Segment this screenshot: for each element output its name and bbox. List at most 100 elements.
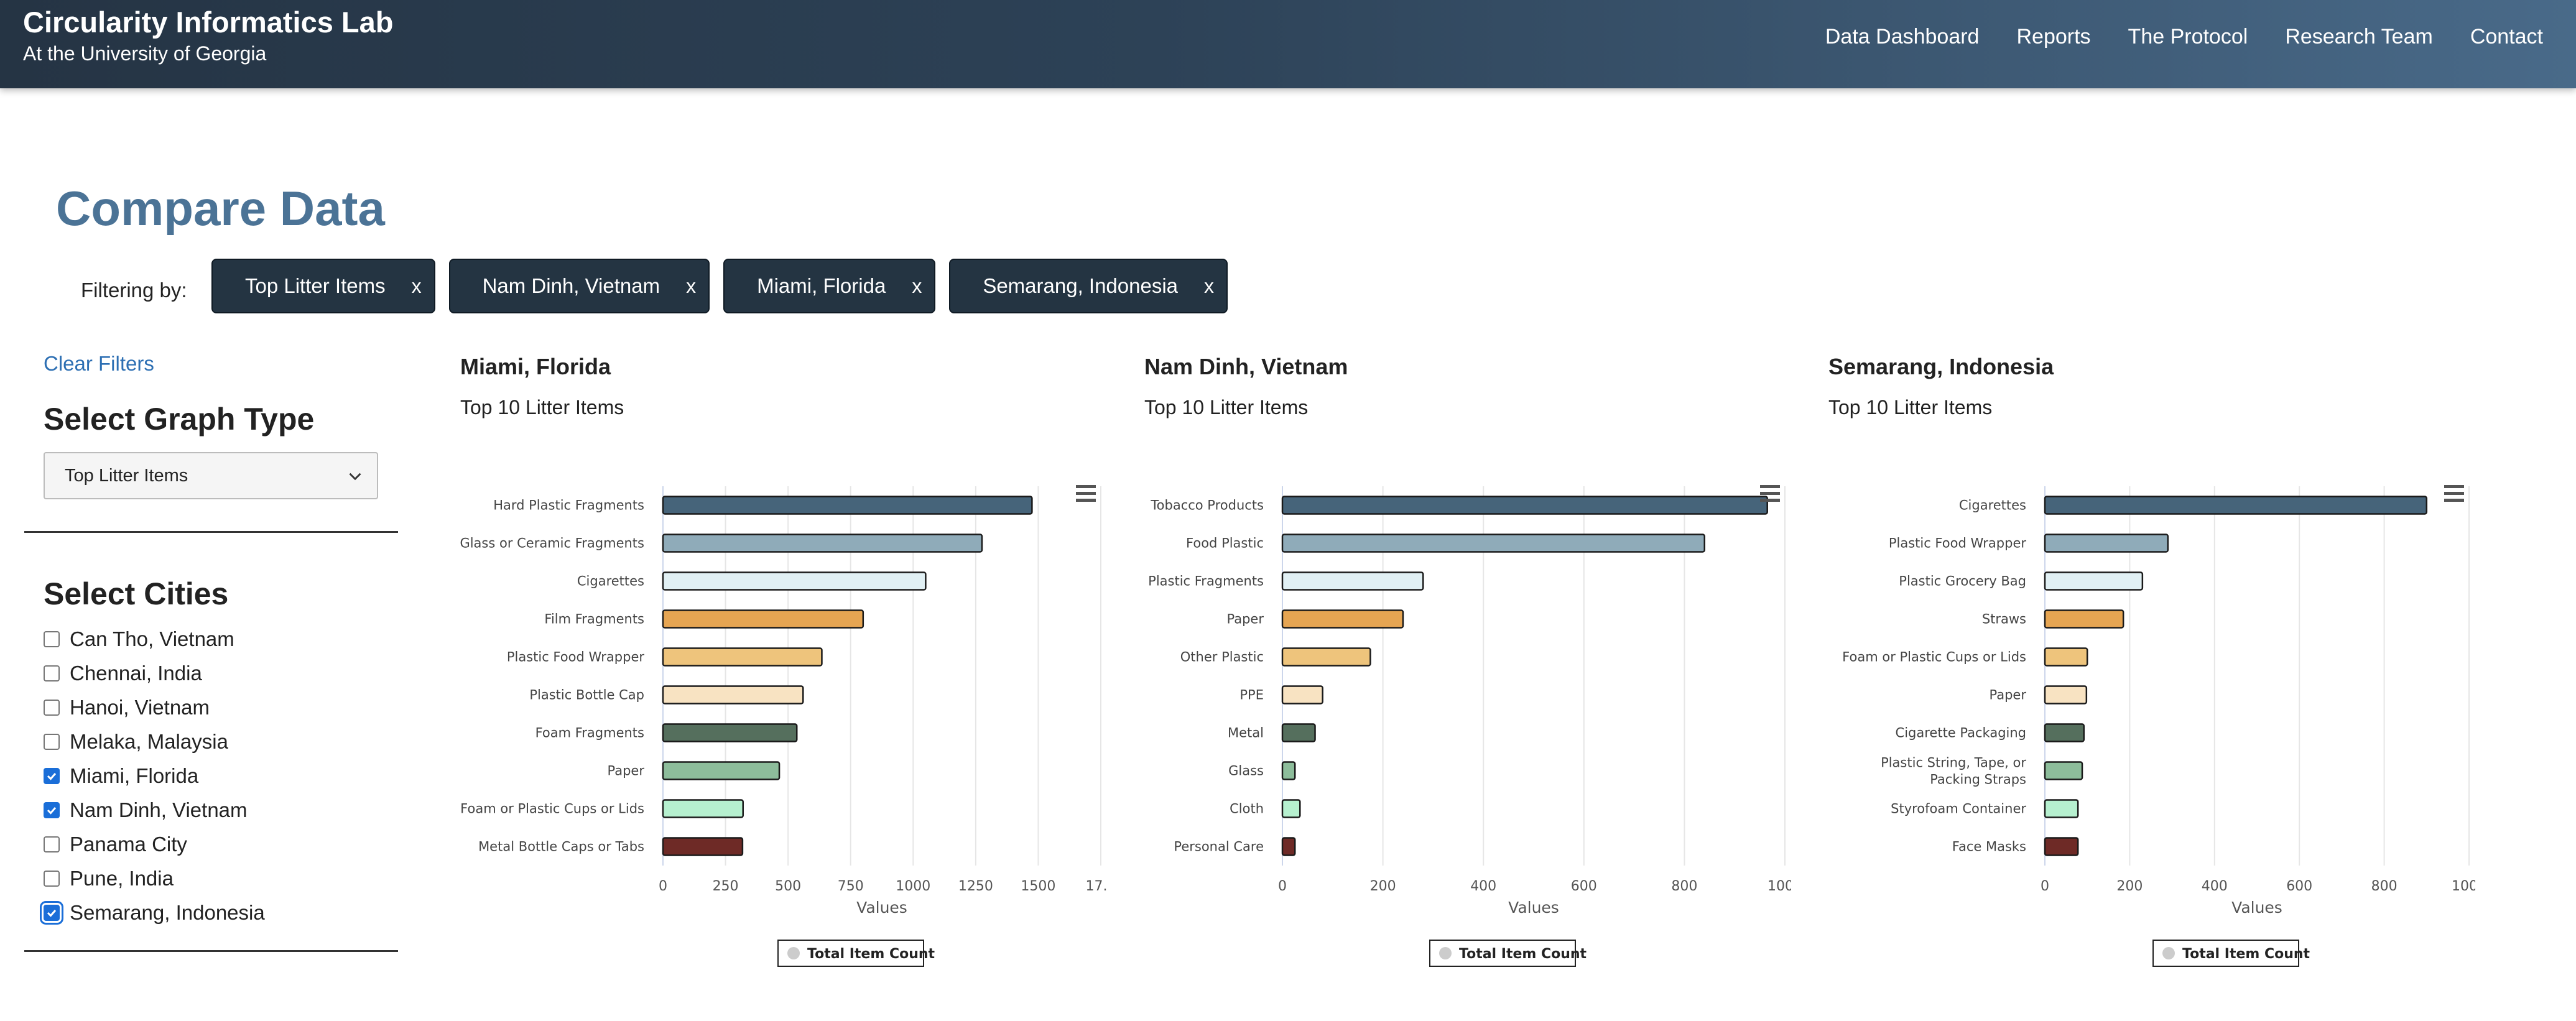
city-list: Can Tho, Vietnam Chennai, India Hanoi, Vie… <box>44 622 265 930</box>
remove-filter-icon[interactable]: x <box>686 274 697 297</box>
menu-icon[interactable] <box>1076 485 1096 502</box>
city-option[interactable]: Semarang, Indonesia <box>44 895 265 930</box>
chart-title: Semarang, Indonesia <box>1828 354 2054 379</box>
bar <box>1281 799 1301 818</box>
bar <box>662 571 927 591</box>
category-label: Plastic Bottle Cap <box>529 688 644 703</box>
bar <box>2044 837 2079 856</box>
nav-reports[interactable]: Reports <box>2016 25 2091 49</box>
menu-icon[interactable] <box>1760 485 1780 502</box>
menu-icon[interactable] <box>2444 485 2464 502</box>
city-option[interactable]: Miami, Florida <box>44 759 265 793</box>
category-label: Plastic Food Wrapper <box>1889 536 2027 551</box>
city-option[interactable]: Pune, India <box>44 861 265 895</box>
city-option[interactable]: Can Tho, Vietnam <box>44 622 265 656</box>
legend-label: Total Item Count <box>1459 946 1587 962</box>
graph-type-title: Select Graph Type <box>44 402 315 437</box>
city-label: Hanoi, Vietnam <box>70 695 210 719</box>
site-header: Circularity Informatics Lab At the Unive… <box>0 0 2576 88</box>
city-checkbox[interactable] <box>44 870 60 887</box>
menu-icon-bar <box>1760 499 1780 502</box>
city-checkbox[interactable] <box>44 733 60 750</box>
chart-subtitle: Top 10 Litter Items <box>1828 396 1992 418</box>
remove-filter-icon[interactable]: x <box>411 274 422 297</box>
category-label: Paper <box>1227 612 1264 627</box>
x-tick-label: 1500 <box>1021 879 1055 894</box>
chart-svg: Miami, Florida Top 10 Litter Items 0 250 500… <box>460 354 1107 967</box>
bar <box>662 799 744 818</box>
city-checkbox[interactable] <box>44 836 60 852</box>
category-label: Paper <box>608 764 645 778</box>
legend-box <box>777 940 924 967</box>
graph-type-value: Top Litter Items <box>65 465 188 486</box>
menu-icon-bar <box>2444 499 2464 502</box>
legend-symbol-icon <box>1439 947 1452 959</box>
legend-item[interactable]: Total Item Count <box>777 940 935 967</box>
legend-label: Total Item Count <box>807 946 935 962</box>
city-checkbox[interactable] <box>44 767 60 784</box>
city-option[interactable]: Nam Dinh, Vietnam <box>44 793 265 827</box>
bar <box>2044 685 2088 705</box>
category-label: Food Plastic <box>1186 536 1264 551</box>
nav-data-dashboard[interactable]: Data Dashboard <box>1825 25 1980 49</box>
brand-subtitle: At the University of Georgia <box>23 42 267 65</box>
menu-icon-bar <box>1760 485 1780 488</box>
menu-icon-bar <box>1760 492 1780 495</box>
filter-chip-nam-dinh[interactable]: Nam Dinh, Vietnam x <box>448 259 710 313</box>
city-option[interactable]: Melaka, Malaysia <box>44 724 265 759</box>
bar <box>1281 761 1296 780</box>
brand-title[interactable]: Circularity Informatics Lab <box>23 6 394 39</box>
nav-contact[interactable]: Contact <box>2470 25 2543 49</box>
nav-the-protocol[interactable]: The Protocol <box>2128 25 2248 49</box>
clear-filters-link[interactable]: Clear Filters <box>44 352 154 375</box>
city-checkbox[interactable] <box>44 631 60 647</box>
city-label: Pune, India <box>70 866 174 890</box>
nav-research-team[interactable]: Research Team <box>2285 25 2433 49</box>
legend-item[interactable]: Total Item Count <box>2152 940 2310 967</box>
category-label: Film Fragments <box>544 612 644 627</box>
bar <box>1281 496 1768 515</box>
x-tick-label: 200 <box>2116 879 2143 894</box>
legend-box <box>1429 940 1576 967</box>
legend-symbol-icon <box>2162 947 2175 959</box>
bar <box>2044 647 2088 667</box>
bar <box>1281 837 1296 856</box>
city-checkbox[interactable] <box>44 802 60 818</box>
filter-chip-semarang[interactable]: Semarang, Indonesia x <box>949 259 1228 313</box>
bar <box>662 723 798 742</box>
remove-filter-icon[interactable]: x <box>912 274 922 297</box>
x-tick-label: 400 <box>1470 879 1496 894</box>
chart-svg: Nam Dinh, Vietnam Top 10 Litter Items 0 200… <box>1144 354 1791 967</box>
city-checkbox[interactable] <box>44 665 60 681</box>
legend-item[interactable]: Total Item Count <box>1429 940 1587 967</box>
graph-type-select[interactable]: Top Litter Items <box>44 452 378 499</box>
check-icon <box>47 909 57 917</box>
x-tick-label: 0 <box>2041 879 2049 894</box>
filter-chip-label: Top Litter Items <box>245 274 386 297</box>
remove-filter-icon[interactable]: x <box>1204 274 1215 297</box>
city-checkbox[interactable] <box>44 904 60 921</box>
x-tick-label: 0 <box>1278 879 1287 894</box>
city-option[interactable]: Panama City <box>44 827 265 861</box>
x-tick-label: 800 <box>1671 879 1697 894</box>
city-option[interactable]: Chennai, India <box>44 656 265 690</box>
filter-chip-miami[interactable]: Miami, Florida x <box>723 259 936 313</box>
sidebar-divider <box>24 531 398 533</box>
category-label: Other Plastic <box>1180 650 1264 665</box>
category-label-line: Plastic String, Tape, or <box>1881 755 2026 770</box>
x-tick-label: 200 <box>1370 879 1396 894</box>
category-label: Straws <box>1982 612 2026 627</box>
x-tick-label: 750 <box>838 879 864 894</box>
city-checkbox[interactable] <box>44 699 60 716</box>
filter-chips: Top Litter Items x Nam Dinh, Vietnam x M… <box>211 259 1228 313</box>
category-label: Tobacco Products <box>1150 498 1264 513</box>
city-label: Panama City <box>70 832 187 856</box>
city-label: Chennai, India <box>70 661 202 685</box>
bar <box>1281 534 1705 553</box>
filter-chip-top-litter-items[interactable]: Top Litter Items x <box>211 259 435 313</box>
category-label: Cigarette Packaging <box>1896 726 2026 741</box>
x-axis-title: Values <box>856 899 907 917</box>
city-option[interactable]: Hanoi, Vietnam <box>44 690 265 724</box>
x-tick-label: 1000 <box>2452 879 2475 894</box>
bar <box>2044 496 2428 515</box>
